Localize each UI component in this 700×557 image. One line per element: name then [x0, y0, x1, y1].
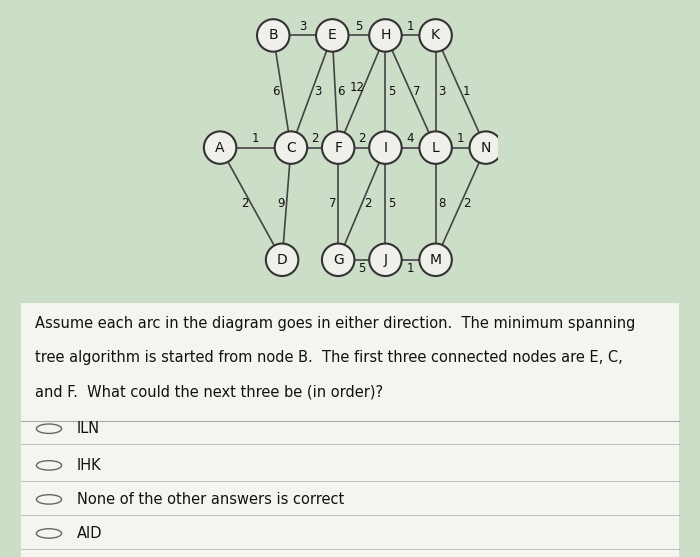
Text: 2: 2 [311, 132, 318, 145]
Circle shape [369, 131, 402, 164]
Text: 6: 6 [272, 85, 280, 98]
Text: M: M [430, 253, 442, 267]
Circle shape [257, 19, 290, 52]
Text: D: D [276, 253, 288, 267]
Text: K: K [431, 28, 440, 42]
Text: 5: 5 [358, 262, 365, 275]
Circle shape [470, 131, 502, 164]
Text: 3: 3 [299, 20, 307, 33]
Circle shape [369, 243, 402, 276]
Text: None of the other answers is correct: None of the other answers is correct [77, 492, 344, 507]
Text: 4: 4 [407, 132, 414, 145]
Text: 7: 7 [413, 85, 420, 98]
Text: IHK: IHK [77, 458, 102, 473]
Text: 3: 3 [314, 85, 321, 98]
Text: 3: 3 [438, 85, 445, 98]
Text: 2: 2 [364, 197, 372, 210]
Circle shape [204, 131, 237, 164]
Text: AID: AID [77, 526, 102, 541]
Circle shape [369, 19, 402, 52]
Text: 8: 8 [438, 197, 445, 210]
Text: N: N [481, 140, 491, 155]
Text: 7: 7 [328, 197, 336, 210]
Text: L: L [432, 140, 440, 155]
Text: 1: 1 [407, 262, 414, 275]
Text: 1: 1 [463, 85, 470, 98]
Circle shape [419, 19, 452, 52]
Text: ILN: ILN [77, 421, 100, 436]
Text: tree algorithm is started from node B.  The first three connected nodes are E, C: tree algorithm is started from node B. T… [35, 350, 623, 365]
Text: 9: 9 [277, 197, 284, 210]
Text: 5: 5 [388, 85, 395, 98]
Circle shape [419, 131, 452, 164]
Text: H: H [380, 28, 391, 42]
Text: A: A [216, 140, 225, 155]
Text: B: B [268, 28, 278, 42]
Text: 5: 5 [355, 20, 363, 33]
Text: 2: 2 [358, 132, 365, 145]
Circle shape [266, 243, 298, 276]
Circle shape [322, 131, 354, 164]
Circle shape [322, 243, 354, 276]
Text: 12: 12 [350, 81, 365, 94]
Text: G: G [332, 253, 344, 267]
Text: 1: 1 [407, 20, 414, 33]
Text: 1: 1 [457, 132, 465, 145]
Text: E: E [328, 28, 337, 42]
Text: 2: 2 [463, 197, 470, 210]
Circle shape [274, 131, 307, 164]
Text: 6: 6 [337, 85, 345, 98]
Text: Assume each arc in the diagram goes in either direction.  The minimum spanning: Assume each arc in the diagram goes in e… [35, 316, 636, 331]
Text: C: C [286, 140, 296, 155]
Circle shape [316, 19, 349, 52]
Text: 1: 1 [252, 132, 259, 145]
Text: I: I [384, 140, 387, 155]
Circle shape [419, 243, 452, 276]
Text: J: J [384, 253, 387, 267]
Text: F: F [334, 140, 342, 155]
Text: 5: 5 [388, 197, 395, 210]
Text: and F.  What could the next three be (in order)?: and F. What could the next three be (in … [35, 384, 383, 399]
Text: 2: 2 [241, 197, 249, 210]
